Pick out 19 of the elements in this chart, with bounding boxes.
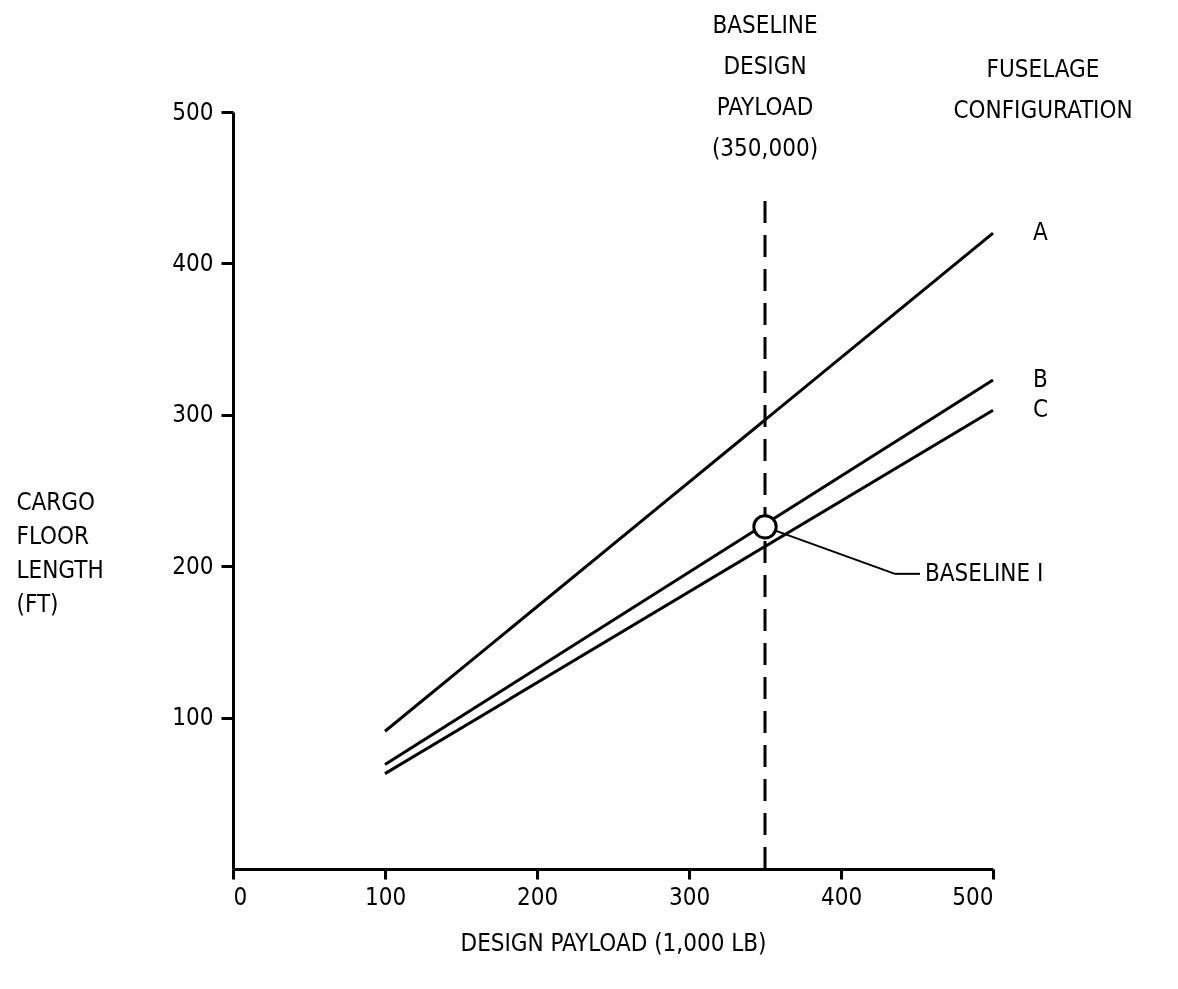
x-tick-label: 0 [233, 882, 248, 911]
x-tick-label: 400 [820, 882, 863, 911]
x-tick-label: 500 [952, 882, 994, 911]
y-axis-title: CARGO FLOOR LENGTH (FT) [16, 487, 104, 618]
y-tick-label: 500 [172, 97, 214, 126]
ref-line-label: BASELINE DESIGN PAYLOAD (350,000) [711, 11, 819, 162]
y-tick-label: 300 [172, 400, 214, 429]
x-tick-label: 100 [364, 882, 407, 911]
y-tick-label: 200 [172, 551, 214, 580]
y-tick-label: 400 [172, 248, 214, 277]
legend-title: FUSELAGE CONFIGURATION [953, 55, 1133, 124]
annotation: BASELINE I [925, 558, 1044, 587]
x-tick-label: 200 [516, 882, 559, 911]
series-label: C [1033, 395, 1049, 424]
series-label: B [1033, 364, 1048, 393]
y-tick-label: 100 [172, 703, 214, 732]
x-axis-title: DESIGN PAYLOAD (1,000 LB) [460, 928, 767, 957]
series-label: A [1033, 218, 1048, 247]
x-tick-label: 300 [668, 882, 711, 911]
